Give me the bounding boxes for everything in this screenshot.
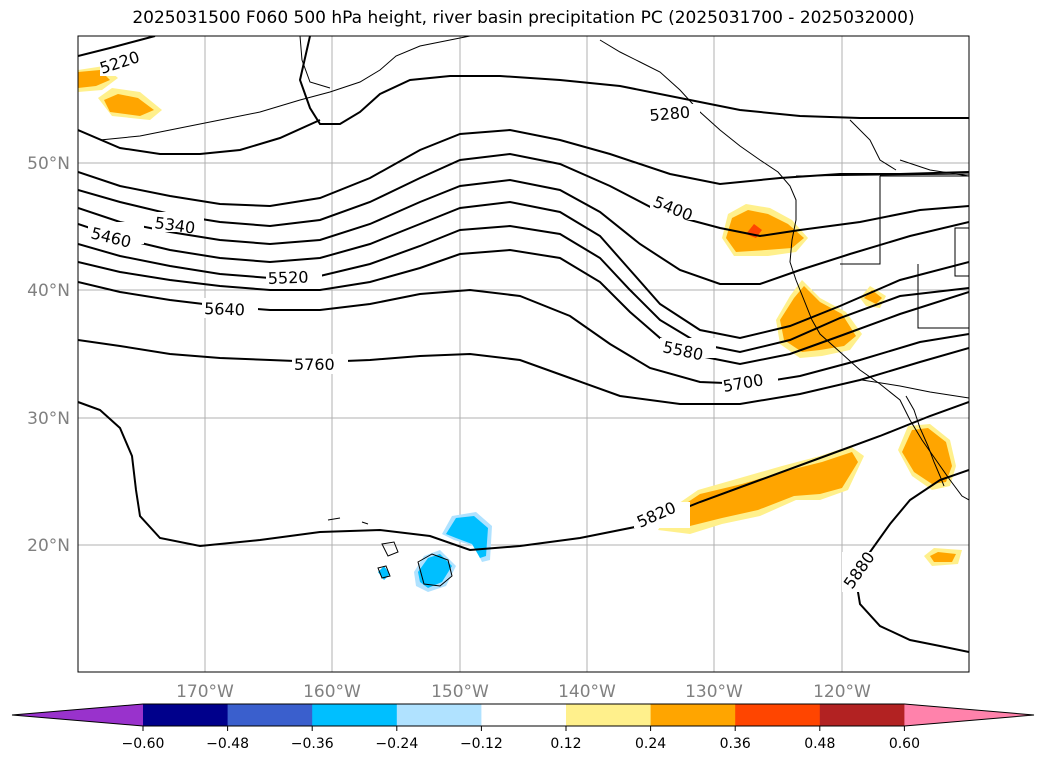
label-bg-5280	[648, 104, 700, 124]
contour-5520	[78, 178, 969, 285]
colorbar-segment	[819, 704, 905, 726]
lon-label-130w: 130°W	[685, 682, 743, 702]
contour-label-5280: 5280	[649, 103, 691, 125]
colorbar-segment	[396, 704, 482, 726]
lon-label-120w: 120°W	[813, 682, 871, 702]
colorbar-tick-label: −0.60	[122, 736, 165, 752]
coastline-aleutians	[99, 36, 471, 141]
colorbar-tick-label: −0.36	[291, 736, 334, 752]
label-bg-5640	[202, 298, 258, 318]
colorbar-tick-label: 0.36	[720, 736, 751, 752]
coastline-baja	[905, 395, 945, 487]
lon-label-140w: 140°W	[558, 682, 616, 702]
us-mexico-border	[861, 379, 969, 399]
label-bg-5760	[292, 354, 348, 374]
contour-label-5760: 5760	[294, 355, 335, 374]
precip-patch-subtropical-band-core	[664, 452, 858, 528]
colorbar-tick-label: 0.12	[550, 736, 581, 752]
colorbar-segment	[566, 704, 652, 726]
precip-patch-pnw-core	[726, 210, 804, 252]
precip-patch-hawaii-south-core	[418, 554, 452, 588]
colorbar-segment	[143, 704, 229, 726]
lat-label-50n: 50°N	[27, 154, 70, 174]
precip-patch-baja-core	[902, 428, 952, 484]
colorbar-segment	[481, 704, 567, 726]
lat-label-20n: 20°N	[27, 536, 70, 556]
coastline-maui	[377, 565, 391, 579]
label-bg-5700	[722, 374, 778, 394]
colorbar-segment	[650, 704, 736, 726]
lon-labels: 170°W 160°W 150°W 140°W 130°W 120°W	[176, 682, 871, 702]
contour-5580	[78, 200, 969, 340]
colorbar-extend-min	[12, 704, 143, 726]
contour-5340-west	[78, 119, 321, 155]
colorbar-tick-label: 0.60	[889, 736, 920, 752]
map-frame-background	[78, 36, 969, 672]
colorbar-extend-max	[904, 704, 1034, 726]
label-bg-5880	[842, 552, 882, 592]
colorbar-segment	[312, 704, 398, 726]
label-bg-5460	[88, 222, 144, 244]
canada-borders	[849, 119, 969, 177]
label-bg-5220	[100, 56, 152, 76]
contour-label-backgrounds	[88, 56, 882, 592]
lat-label-30n: 30°N	[27, 409, 70, 429]
lat-label-40n: 40°N	[27, 281, 70, 301]
contour-5400	[78, 128, 969, 208]
contour-label-5520: 5520	[267, 268, 308, 288]
lon-label-150w: 150°W	[431, 682, 489, 702]
contour-5820	[78, 401, 969, 552]
lon-label-170w: 170°W	[176, 682, 234, 702]
label-bg-5580	[660, 338, 716, 358]
colorbar-tick-label: −0.48	[206, 736, 249, 752]
precip-patch-mexico-coast-core	[930, 552, 956, 562]
lat-labels: 50°N 40°N 30°N 20°N	[27, 154, 70, 556]
contour-5640	[78, 224, 969, 354]
lon-label-160w: 160°W	[303, 682, 361, 702]
contour-5460	[78, 152, 969, 238]
colorbar-tick-label: −0.24	[375, 736, 418, 752]
contour-5700	[78, 248, 969, 366]
coastline-alaska-peninsula	[299, 36, 331, 89]
precip-patch-nw-blob-core	[104, 94, 154, 116]
colorbar-tick-label: 0.24	[635, 736, 666, 752]
colorbar-tick-label: −0.12	[460, 736, 503, 752]
contour-label-5640: 5640	[204, 299, 245, 319]
colorbar-segment	[227, 704, 313, 726]
contour-5760	[78, 339, 969, 405]
colorbar-tick-label: 0.48	[804, 736, 835, 752]
colorbar-segment	[735, 704, 821, 726]
coastline-hawaii-west	[327, 517, 399, 557]
precip-patch-hawaii-north-core	[446, 516, 488, 558]
coastline-hawaii-big-island	[417, 553, 453, 587]
label-bg-5820	[634, 502, 690, 528]
map-frame-border	[77, 35, 970, 673]
label-bg-5340	[152, 212, 204, 232]
contour-5220	[78, 36, 156, 57]
colorbar: −0.60 −0.48 −0.36 −0.24 −0.12 0.12 0.24 0.36 0.4…	[11, 703, 1035, 752]
height-contours	[78, 36, 969, 653]
state-borders	[840, 175, 969, 329]
label-bg-5520	[266, 268, 322, 288]
label-bg-5400	[650, 196, 702, 220]
map-title: 2025031500 F060 500 hPa height, river ba…	[132, 8, 915, 28]
